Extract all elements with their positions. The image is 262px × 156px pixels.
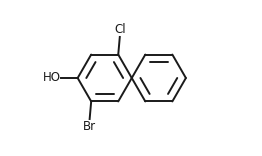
Text: Br: Br bbox=[83, 120, 96, 133]
Text: HO: HO bbox=[43, 71, 61, 85]
Text: Cl: Cl bbox=[114, 23, 125, 36]
